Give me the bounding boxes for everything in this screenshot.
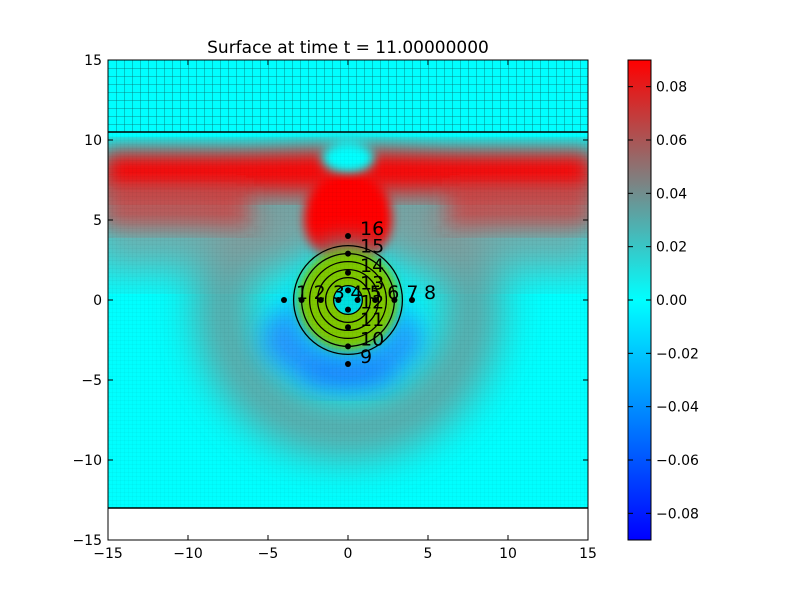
gauge-label: 14 bbox=[360, 255, 384, 277]
surface-field bbox=[108, 132, 588, 508]
x-tick-label: −5 bbox=[258, 546, 279, 562]
gauge-point bbox=[345, 324, 351, 331]
gauge-label: 8 bbox=[424, 282, 436, 304]
contour-line bbox=[308, 260, 388, 340]
gauge-label: 10 bbox=[360, 328, 384, 350]
gauge-point bbox=[354, 297, 361, 303]
x-axis-ticks: −15 −10 −5 0 5 10 15 bbox=[93, 60, 597, 562]
colorbar-tick-label: 0.06 bbox=[656, 133, 687, 149]
gauge-label: 9 bbox=[360, 346, 372, 368]
gauge-label: 15 bbox=[360, 236, 384, 258]
x-tick-label: 5 bbox=[424, 546, 433, 562]
gauge-point bbox=[345, 233, 351, 239]
colorbar-tick-label: 0.02 bbox=[656, 240, 687, 256]
coarse-grid-lines bbox=[108, 60, 588, 132]
y-tick-label: −15 bbox=[72, 533, 102, 549]
colorbar-tick-label: −0.02 bbox=[656, 346, 699, 362]
colorbar-tick-label: 0.00 bbox=[656, 293, 687, 309]
colorbar-tick-label: −0.06 bbox=[656, 453, 699, 469]
gauge-point bbox=[345, 361, 351, 367]
colorbar-ticks: 0.08 0.06 0.04 0.02 0.00 −0.02 −0.04 −0.06 −0.08 bbox=[628, 80, 699, 522]
gauge-label: 11 bbox=[360, 309, 384, 331]
contour-line bbox=[292, 244, 404, 356]
colorbar-tick-label: 0.04 bbox=[656, 186, 687, 202]
y-tick-label: −5 bbox=[81, 373, 102, 389]
gauge-point bbox=[391, 297, 398, 303]
gauge-point bbox=[345, 306, 351, 313]
gauge-point bbox=[281, 297, 287, 303]
x-tick-label: 15 bbox=[579, 546, 597, 562]
contour-line bbox=[332, 284, 364, 316]
x-tick-label: 10 bbox=[499, 546, 517, 562]
colorbar-tick-label: −0.08 bbox=[656, 506, 699, 522]
colorbar-gradient bbox=[628, 60, 651, 540]
gauge-point bbox=[335, 297, 342, 303]
gauge-point bbox=[345, 287, 351, 294]
y-tick-label: 10 bbox=[84, 133, 102, 149]
x-tick-label: −15 bbox=[93, 546, 123, 562]
y-tick-label: 15 bbox=[84, 53, 102, 69]
gauge-point bbox=[298, 297, 305, 303]
colorbar-tick-label: −0.04 bbox=[656, 400, 699, 416]
gauge-point bbox=[409, 297, 415, 303]
gauge-point bbox=[372, 297, 379, 303]
gauge-point bbox=[345, 269, 351, 276]
y-tick-label: 5 bbox=[93, 213, 102, 229]
gauge-label: 13 bbox=[360, 272, 384, 294]
y-tick-label: −10 bbox=[72, 453, 102, 469]
gauge-label: 16 bbox=[360, 218, 384, 240]
x-tick-label: −10 bbox=[173, 546, 203, 562]
gauge-point bbox=[345, 250, 351, 257]
x-tick-label: 0 bbox=[344, 546, 353, 562]
contour-line bbox=[316, 268, 380, 332]
gauge-point bbox=[317, 297, 324, 303]
gauge-point bbox=[345, 343, 351, 350]
colorbar: 0.08 0.06 0.04 0.02 0.00 −0.02 −0.04 −0.06 −0.08 bbox=[627, 59, 699, 541]
colorbar-tick-label: 0.08 bbox=[656, 80, 687, 96]
contour-line bbox=[324, 276, 372, 324]
y-axis-ticks: −15 −10 −5 0 5 10 15 bbox=[72, 53, 588, 549]
y-tick-label: 0 bbox=[93, 293, 102, 309]
gauge-label: 12 bbox=[360, 292, 384, 314]
chart-title: Surface at time t = 11.00000000 bbox=[207, 38, 489, 58]
